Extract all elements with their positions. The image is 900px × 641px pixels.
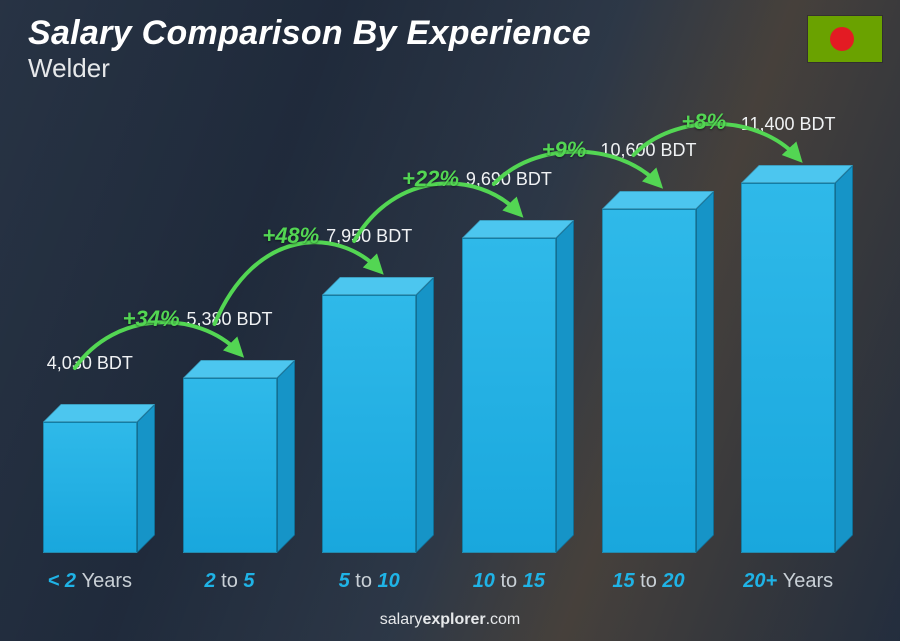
footer-prefix: salary: [380, 611, 423, 628]
bar: [741, 183, 835, 553]
growth-pct-label: +22%: [402, 166, 459, 192]
bar-side-face: [835, 165, 853, 553]
bar-chart: 4,030 BDT5,380 BDT7,950 BDT9,690 BDT10,6…: [20, 100, 858, 553]
x-axis-label: 10 to 15: [439, 570, 579, 593]
footer-attribution: salaryexplorer.com: [0, 611, 900, 629]
x-axis-label: 5 to 10: [299, 570, 439, 593]
bar-slot: 11,400 BDT: [718, 100, 858, 553]
bar-front-face: [43, 422, 137, 553]
x-axis-label: 15 to 20: [579, 570, 719, 593]
bar-slot: 5,380 BDT: [160, 100, 300, 553]
growth-pct-label: +9%: [542, 137, 587, 163]
bar: [462, 238, 556, 553]
bar-side-face: [277, 360, 295, 553]
bar: [43, 422, 137, 553]
bar-front-face: [602, 209, 696, 553]
footer-suffix: .com: [486, 611, 521, 628]
bar-side-face: [556, 220, 574, 553]
bar: [183, 378, 277, 553]
x-axis-label: 20+ Years: [718, 570, 858, 593]
growth-pct-label: +34%: [123, 306, 180, 332]
chart-title: Salary Comparison By Experience: [28, 14, 591, 53]
title-block: Salary Comparison By Experience Welder: [28, 14, 591, 84]
infographic-stage: Salary Comparison By Experience Welder A…: [0, 0, 900, 641]
bar-front-face: [741, 183, 835, 553]
footer-bold: explorer: [422, 611, 485, 628]
bar-front-face: [183, 378, 277, 553]
x-axis-labels: < 2 Years2 to 55 to 1010 to 1515 to 2020…: [20, 570, 858, 593]
bar-side-face: [416, 277, 434, 553]
bar-side-face: [696, 191, 714, 553]
bar: [322, 295, 416, 553]
growth-pct-label: +48%: [262, 223, 319, 249]
flag-disc-icon: [830, 27, 854, 51]
bar-slot: 10,600 BDT: [579, 100, 719, 553]
x-axis-label: < 2 Years: [20, 570, 160, 593]
bar-top-face: [183, 360, 295, 378]
bar-top-face: [602, 191, 714, 209]
bar-value-label: 4,030 BDT: [0, 353, 180, 374]
bar-slot: 9,690 BDT: [439, 100, 579, 553]
x-axis-label: 2 to 5: [160, 570, 300, 593]
bar-front-face: [462, 238, 556, 553]
bar-side-face: [137, 404, 155, 553]
chart-subtitle: Welder: [28, 53, 591, 84]
country-flag-bangladesh: [808, 16, 882, 62]
bar-front-face: [322, 295, 416, 553]
growth-pct-label: +8%: [681, 109, 726, 135]
bar: [602, 209, 696, 553]
